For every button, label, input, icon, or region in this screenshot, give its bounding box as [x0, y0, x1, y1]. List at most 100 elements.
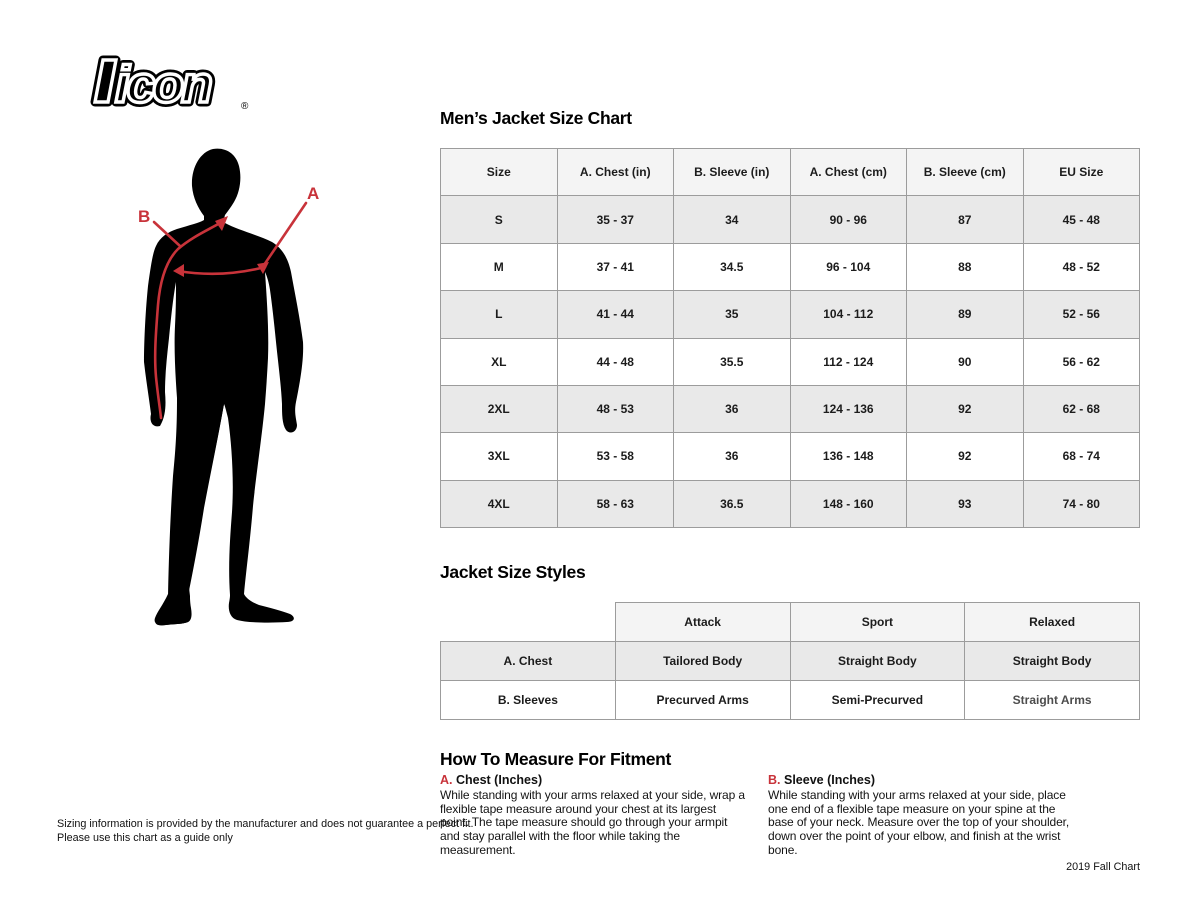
chest-arrowhead-right-icon [257, 262, 269, 274]
size-chart-title: Men’s Jacket Size Chart [440, 108, 632, 128]
row-label-cell: A. Chest [440, 641, 616, 681]
chart-version-label: 2019 Fall Chart [1066, 861, 1140, 873]
cell: Straight Body [964, 641, 1140, 681]
styles-header-row: Attack Sport Relaxed [440, 602, 1140, 642]
cell: 34 [673, 195, 791, 244]
cell: 37 - 41 [556, 242, 674, 292]
table-row-m: M 37 - 41 34.5 96 - 104 88 48 - 52 [440, 242, 1140, 292]
cell: 53 - 58 [556, 432, 674, 481]
table-row-3xl: 3XL 53 - 58 36 136 - 148 92 68 - 74 [440, 432, 1140, 481]
cell: 68 - 74 [1022, 432, 1140, 481]
cell: 148 - 160 [789, 479, 907, 529]
col-header-sport: Sport [789, 602, 966, 642]
cell: Tailored Body [614, 641, 791, 681]
disclaimer-line-2: Please use this chart as a guide only [57, 832, 233, 844]
cell: 112 - 124 [789, 337, 907, 386]
chest-arrowhead-left-icon [173, 264, 184, 277]
cell: 74 - 80 [1022, 479, 1140, 529]
cell: 124 - 136 [789, 384, 907, 434]
col-header-chest-in: A. Chest (in) [556, 147, 674, 197]
cell: 35 [673, 290, 791, 339]
cell: 44 - 48 [556, 337, 674, 386]
cell: 93 [906, 479, 1024, 529]
cell: Straight Body [789, 641, 966, 681]
cell: 96 - 104 [789, 242, 907, 292]
measure-sleeve-letter: B. [768, 773, 781, 787]
cell: Precurved Arms [614, 680, 791, 720]
size-chart-table: Size A. Chest (in) B. Sleeve (in) A. Che… [440, 147, 1140, 529]
cell: 3XL [440, 432, 558, 481]
measure-chest-heading: A. Chest (Inches) [440, 773, 543, 787]
cell: M [440, 242, 558, 292]
table-row-l: L 41 - 44 35 104 - 112 89 52 - 56 [440, 290, 1140, 339]
cell: 35.5 [673, 337, 791, 386]
styles-chart-title: Jacket Size Styles [440, 562, 586, 582]
measurement-label-a: A [307, 184, 319, 203]
measure-sleeve-block: B. Sleeve (Inches) While standing with y… [768, 773, 1073, 858]
col-header-eu-size: EU Size [1022, 147, 1140, 197]
col-header-sleeve-cm: B. Sleeve (cm) [906, 147, 1024, 197]
cell: 89 [906, 290, 1024, 339]
col-header-size: Size [440, 147, 558, 197]
styles-row-chest: A. Chest Tailored Body Straight Body Str… [440, 641, 1140, 681]
cell: 87 [906, 195, 1024, 244]
cell: 90 [906, 337, 1024, 386]
sleeve-measure-line [153, 221, 222, 420]
cell: 36 [673, 432, 791, 481]
cell: 48 - 52 [1022, 242, 1140, 292]
cell: 45 - 48 [1022, 195, 1140, 244]
col-header-chest-cm: A. Chest (cm) [789, 147, 907, 197]
size-chart-header-row: Size A. Chest (in) B. Sleeve (in) A. Che… [440, 147, 1140, 197]
cell: 52 - 56 [1022, 290, 1140, 339]
cell: 36.5 [673, 479, 791, 529]
brand-logo: icon ® [55, 50, 249, 112]
styles-row-sleeves: B. Sleeves Precurved Arms Semi-Precurved… [440, 680, 1140, 720]
measure-sleeve-heading: B. Sleeve (Inches) [768, 773, 875, 787]
measure-chest-letter: A. [440, 773, 453, 787]
blank-cell [440, 602, 616, 642]
cell: 88 [906, 242, 1024, 292]
sizing-disclaimer: Sizing information is provided by the ma… [57, 817, 474, 845]
cell: 34.5 [673, 242, 791, 292]
cell: 35 - 37 [556, 195, 674, 244]
measurement-label-b: B [138, 207, 150, 226]
cell: S [440, 195, 558, 244]
table-row-xl: XL 44 - 48 35.5 112 - 124 90 56 - 62 [440, 337, 1140, 386]
chest-measure-line [176, 265, 267, 276]
left-foot-fill [154, 594, 191, 626]
cell: 58 - 63 [556, 479, 674, 529]
sleeve-arrowhead-icon [215, 216, 228, 231]
cell: 136 - 148 [789, 432, 907, 481]
table-row-s: S 35 - 37 34 90 - 96 87 45 - 48 [440, 195, 1140, 244]
cell: L [440, 290, 558, 339]
col-header-sleeve-in: B. Sleeve (in) [673, 147, 791, 197]
chest-label-pointer [262, 201, 308, 267]
cell: 90 - 96 [789, 195, 907, 244]
body-silhouette-diagram: B A [138, 148, 319, 626]
cell: 104 - 112 [789, 290, 907, 339]
sleeve-label-pointer [152, 220, 182, 248]
table-row-4xl: 4XL 58 - 63 36.5 148 - 160 93 74 - 80 [440, 479, 1140, 529]
cell: 2XL [440, 384, 558, 434]
table-row-2xl: 2XL 48 - 53 36 124 - 136 92 62 - 68 [440, 384, 1140, 434]
cell: XL [440, 337, 558, 386]
left-leg-fill [167, 398, 224, 608]
cell: 48 - 53 [556, 384, 674, 434]
registered-mark-icon: ® [241, 101, 249, 112]
disclaimer-line-1: Sizing information is provided by the ma… [57, 818, 474, 830]
cell: 92 [906, 432, 1024, 481]
cell: Straight Arms [964, 680, 1140, 720]
cell: 4XL [440, 479, 558, 529]
cell: Semi-Precurved [789, 680, 966, 720]
row-label-cell: B. Sleeves [440, 680, 616, 720]
cell: 92 [906, 384, 1024, 434]
measure-chest-instructions: While standing with your arms relaxed at… [440, 787, 746, 857]
col-header-relaxed: Relaxed [964, 602, 1140, 642]
cell: 62 - 68 [1022, 384, 1140, 434]
cell: 36 [673, 384, 791, 434]
measure-chest-block: A. Chest (Inches) While standing with yo… [440, 773, 746, 858]
col-header-attack: Attack [614, 602, 791, 642]
measure-section-title: How To Measure For Fitment [440, 749, 672, 769]
cell: 41 - 44 [556, 290, 674, 339]
